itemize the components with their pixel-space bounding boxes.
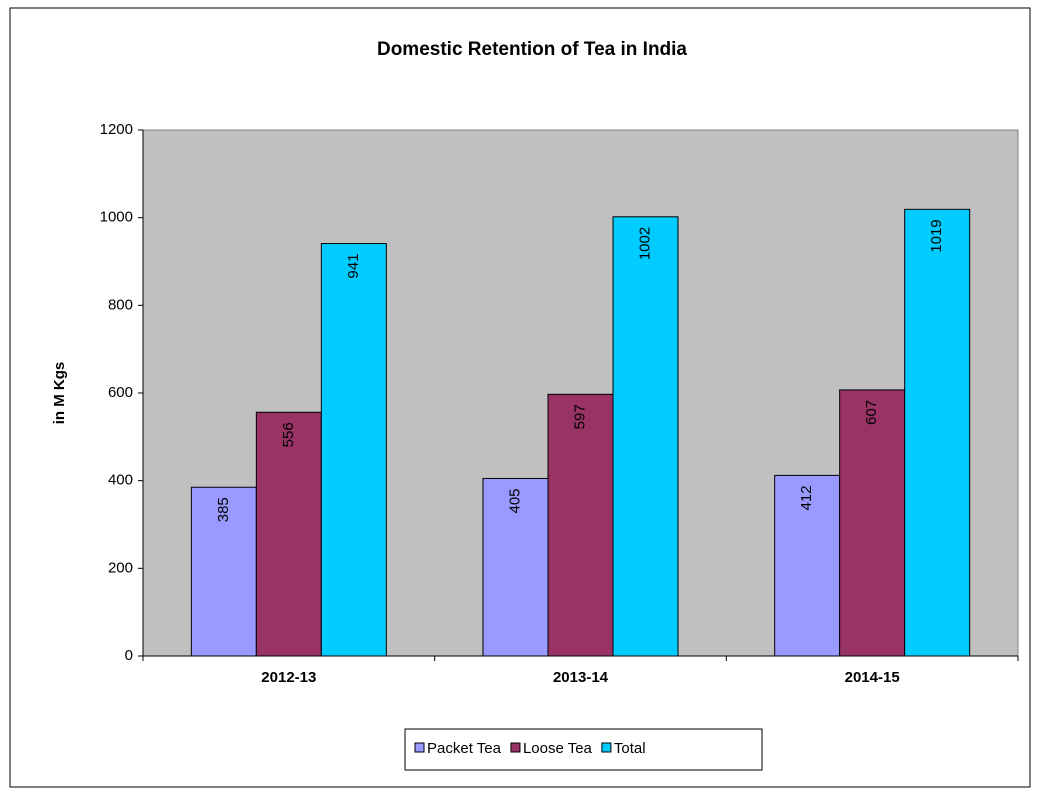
value-label: 405 — [506, 488, 523, 513]
y-tick-label: 1000 — [100, 209, 133, 226]
y-tick-label: 200 — [108, 559, 133, 576]
y-tick-label: 0 — [125, 647, 133, 664]
bar — [320, 243, 387, 657]
value-label: 556 — [280, 422, 297, 447]
legend-label: Packet Tea — [427, 740, 502, 757]
chart-title: Domestic Retention of Tea in India — [377, 39, 687, 60]
legend-swatch — [414, 742, 425, 753]
value-label: 597 — [571, 404, 588, 429]
value-label: 412 — [798, 485, 815, 510]
bar — [612, 216, 679, 657]
value-label: 941 — [345, 254, 362, 279]
y-axis-label: in M Kgs — [51, 362, 68, 425]
bar — [547, 393, 614, 657]
bar — [190, 486, 257, 657]
x-tick-label: 2012-13 — [261, 669, 316, 686]
value-label: 607 — [863, 400, 880, 425]
bar — [774, 474, 841, 657]
bar — [839, 389, 906, 657]
value-label: 385 — [215, 497, 232, 522]
x-tick-label: 2013-14 — [553, 669, 609, 686]
bar — [255, 411, 322, 657]
y-tick-label: 400 — [108, 472, 133, 489]
legend-swatch — [510, 742, 521, 753]
y-tick-label: 600 — [108, 384, 133, 401]
legend-label: Total — [614, 740, 646, 757]
value-label: 1002 — [636, 227, 653, 260]
legend-swatch — [601, 742, 612, 753]
legend — [404, 728, 763, 771]
x-tick-label: 2014-15 — [845, 669, 900, 686]
bar — [904, 208, 971, 657]
value-label: 1019 — [928, 219, 945, 252]
y-tick-label: 800 — [108, 296, 133, 313]
y-tick-label: 1200 — [100, 121, 133, 138]
legend-label: Loose Tea — [523, 740, 593, 757]
bar — [482, 477, 549, 657]
